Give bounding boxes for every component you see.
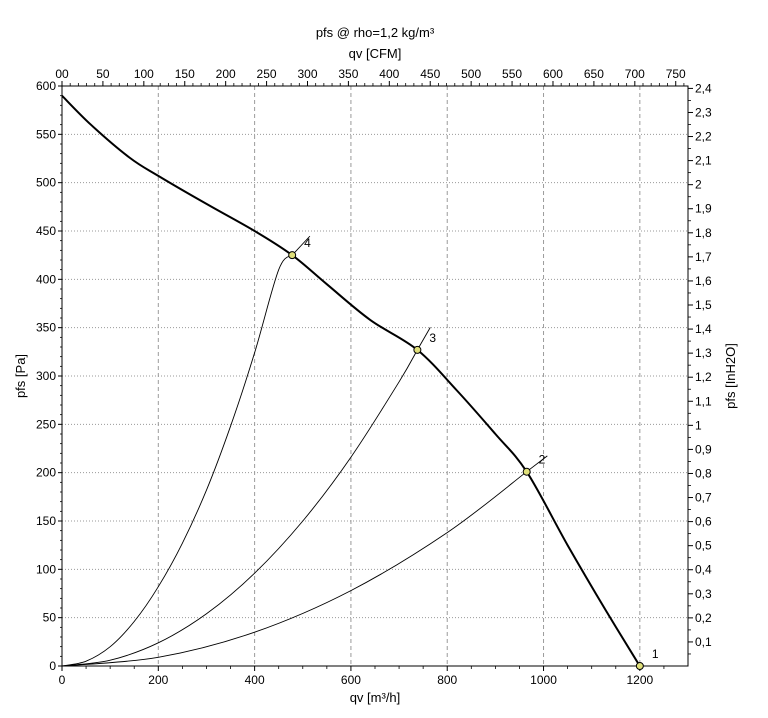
x2-tick-label: 450 [420,67,440,81]
y2-tick-label: 1 [695,418,702,432]
x-tick-label: 600 [341,673,361,687]
y2-tick-label: 0,5 [695,539,712,553]
fan-curve [61,94,641,667]
y2-tick-label: 1,5 [695,298,712,312]
y2-tick-label: 0,9 [695,442,712,456]
system-curve-extension [291,235,311,256]
x-tick-label: 400 [245,673,265,687]
y-tick-label: 550 [36,127,56,141]
y-tick-label: 200 [36,466,56,480]
y2-tick-label: 0,4 [695,563,712,577]
y2-tick-label: 1,7 [695,250,712,264]
y-axis-title: pfs [Pa] [13,354,28,398]
system-curve-2 [61,471,527,667]
x2-tick-label: 550 [502,67,522,81]
x-tick-label: 0 [59,673,66,687]
operating-point-2 [522,467,531,476]
y-tick-label: 350 [36,321,56,335]
y-tick-label: 100 [36,562,56,576]
x2-tick-label: 600 [543,67,563,81]
system-curve-4 [61,254,293,667]
x-tick-label: 1200 [626,673,653,687]
x2-tick-label: 400 [379,67,399,81]
y2-tick-label: 0,6 [695,515,712,529]
x-tick-label: 800 [437,673,457,687]
operating-point-4 [288,251,297,260]
y2-tick-label: 1,2 [695,370,712,384]
y2-tick-label: 0,1 [695,635,712,649]
y-tick-label: 500 [36,176,56,190]
x2-tick-label: 500 [461,67,481,81]
operating-point-label: 1 [652,647,659,661]
y2-tick-label: 1,1 [695,394,712,408]
y-tick-label: 400 [36,272,56,286]
system-curve-3 [61,349,418,667]
y2-tick-label: 2,4 [695,81,712,95]
y-tick-label: 150 [36,514,56,528]
y2-tick-label: 1,6 [695,274,712,288]
operating-point-1 [635,662,644,670]
operating-point-label: 3 [429,331,436,345]
y2-tick-label: 1,4 [695,322,712,336]
system-curve-extension [416,327,431,351]
y2-tick-label: 2,3 [695,105,712,119]
x2-tick-label: 250 [257,67,277,81]
x2-tick-label: 50 [96,67,110,81]
y2-tick-label: 2 [695,178,702,192]
y-tick-label: 50 [43,611,57,625]
y2-axis-title: pfs [InH2O] [723,343,738,409]
x2-tick-label: 150 [175,67,195,81]
x2-axis-title: qv [CFM] [349,46,402,61]
curves [61,94,641,667]
y2-tick-label: 2,2 [695,130,712,144]
x2-tick-label: 300 [297,67,317,81]
y2-tick-label: 0,3 [695,587,712,601]
x2-tick-label: 700 [625,67,645,81]
x-tick-label: 1000 [530,673,557,687]
x2-tick-label: 200 [216,67,236,81]
x-tick-label: 200 [148,673,168,687]
y2-tick-label: 1,8 [695,226,712,240]
y2-tick-label: 2,1 [695,154,712,168]
x2-tick-label: 350 [338,67,358,81]
chart-title: pfs @ rho=1,2 kg/m³ [316,25,435,40]
x2-tick-label: 650 [584,67,604,81]
system-curve-extension [526,455,548,473]
y-tick-label: 250 [36,417,56,431]
y2-tick-label: 0,8 [695,466,712,480]
y2-tick-label: 1,9 [695,202,712,216]
y-tick-label: 600 [36,79,56,93]
y-tick-label: 300 [36,369,56,383]
x2-tick-label: 750 [666,67,686,81]
operating-point-label: 4 [304,236,311,250]
y2-tick-label: 1,3 [695,346,712,360]
operating-points: 1 2 3 4 [288,236,659,670]
operating-point-3 [413,345,422,354]
operating-point-label: 2 [539,453,546,467]
y-tick-label: 450 [36,224,56,238]
x2-tick-label: 100 [134,67,154,81]
y2-tick-label: 0,2 [695,611,712,625]
y2-tick-label: 0,7 [695,491,712,505]
y-tick-label: 0 [49,659,56,673]
grid [62,86,688,666]
x2-tick-label: 00 [55,67,69,81]
x-axis-title: qv [m³/h] [350,690,401,705]
